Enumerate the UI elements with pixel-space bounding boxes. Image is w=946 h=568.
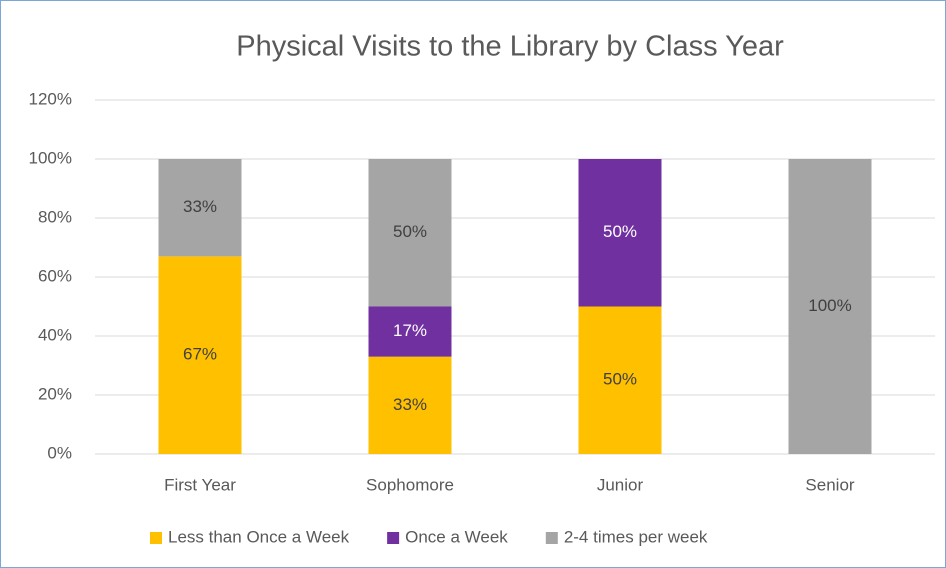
bar-segment xyxy=(368,159,452,307)
x-tick-label: First Year xyxy=(164,475,236,494)
bar-segment xyxy=(788,159,872,454)
y-tick-label: 120% xyxy=(29,89,72,108)
legend-swatch xyxy=(150,532,162,544)
data-label: 33% xyxy=(183,197,217,216)
x-tick-label: Junior xyxy=(597,475,644,494)
data-label: 50% xyxy=(603,370,637,389)
y-tick-label: 20% xyxy=(38,384,72,403)
bar-segment xyxy=(578,306,662,454)
chart-title: Physical Visits to the Library by Class … xyxy=(236,31,784,63)
data-label: 67% xyxy=(183,345,217,364)
legend-label: Less than Once a Week xyxy=(168,527,350,546)
legend-swatch xyxy=(545,532,558,544)
bar-segment xyxy=(368,356,452,454)
y-tick-label: 80% xyxy=(38,207,72,226)
bar-segment xyxy=(368,306,452,357)
data-label: 50% xyxy=(603,222,637,241)
y-tick-label: 40% xyxy=(38,325,72,344)
legend-swatch xyxy=(387,532,400,544)
legend-label: 2-4 times per week xyxy=(564,527,708,546)
y-tick-label: 0% xyxy=(47,443,72,462)
x-tick-label: Sophomore xyxy=(366,475,454,494)
data-label: 50% xyxy=(393,222,427,241)
legend-label: Once a Week xyxy=(405,527,508,546)
bar-segment xyxy=(158,159,242,257)
data-label: 100% xyxy=(808,296,851,315)
bar-segment xyxy=(578,159,662,307)
y-tick-label: 60% xyxy=(38,266,72,285)
data-label: 17% xyxy=(393,321,427,340)
y-tick-label: 100% xyxy=(29,148,72,167)
bar-segment xyxy=(158,256,242,454)
data-label: 33% xyxy=(393,395,427,414)
x-tick-label: Senior xyxy=(805,475,854,494)
